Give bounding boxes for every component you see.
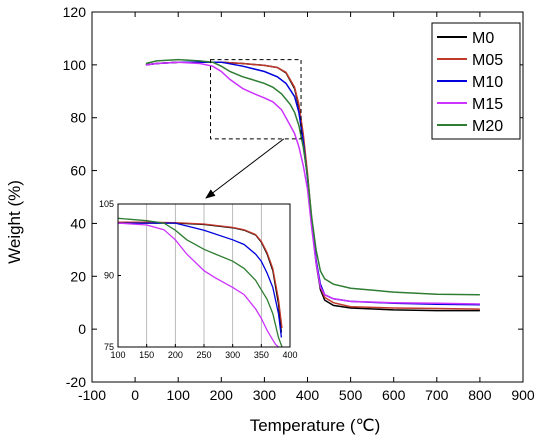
main-series-line (145, 58, 480, 296)
y-tick-label: 40 (70, 215, 86, 231)
x-axis-title: Temperature (℃) (250, 416, 381, 435)
y-tick-label: 100 (63, 57, 87, 73)
inset-x-tick-label: 250 (196, 350, 211, 360)
inset-x-tick-label: 100 (110, 350, 125, 360)
inset-x-tick-label: 200 (168, 350, 183, 360)
x-tick-label: 100 (167, 387, 191, 403)
inset-x-tick-label: 400 (282, 350, 297, 360)
legend-label: M05 (472, 52, 503, 69)
x-tick-label: 0 (131, 387, 139, 403)
inset-plot-area: 100 150 200 250 300 350 400 75 90 105 (99, 138, 298, 360)
main-plot-area: -100 0 100 200 300 400 500 600 700 800 900 -20 0 20 40… (63, 4, 535, 403)
y-axis-title: Weight (%) (5, 180, 24, 264)
y-tick-label: 60 (70, 163, 86, 179)
x-tick-label: 200 (210, 387, 234, 403)
inset-y-tick-label: 90 (104, 271, 114, 281)
legend-label: M20 (472, 118, 503, 135)
y-tick-label: 20 (70, 268, 86, 284)
inset-series-line (118, 222, 279, 347)
inset-x-tick-label: 300 (225, 350, 240, 360)
y-tick-label: 0 (78, 321, 86, 337)
inset-y-tick-label: 105 (99, 199, 114, 209)
y-tick-label: 80 (70, 110, 86, 126)
main-series-line (145, 61, 480, 305)
x-tick-label: 900 (511, 387, 535, 403)
x-tick-label: 600 (382, 387, 406, 403)
zoom-arrow (205, 138, 285, 199)
x-tick-label: 400 (296, 387, 320, 403)
inset-series-line (118, 222, 283, 338)
legend-label: M10 (472, 74, 503, 91)
inset-x-tick-label: 350 (254, 350, 269, 360)
legend-label: M15 (472, 96, 503, 113)
inset-series-group (118, 217, 283, 347)
x-tick-label: 500 (339, 387, 363, 403)
legend: M0 M05 M10 M15 M20 (431, 22, 521, 140)
x-tick-label: -100 (78, 387, 106, 403)
x-tick-label: 800 (468, 387, 492, 403)
x-tick-label: 700 (425, 387, 449, 403)
y-tick-label: -20 (66, 374, 86, 390)
inset-x-tick-label: 150 (139, 350, 154, 360)
legend-label: M0 (472, 30, 494, 47)
inset-series-line (118, 217, 283, 347)
inset-y-tick-label: 75 (104, 342, 114, 352)
zoom-region-box (210, 59, 302, 140)
x-tick-label: 300 (253, 387, 277, 403)
y-tick-label: 120 (63, 4, 87, 20)
